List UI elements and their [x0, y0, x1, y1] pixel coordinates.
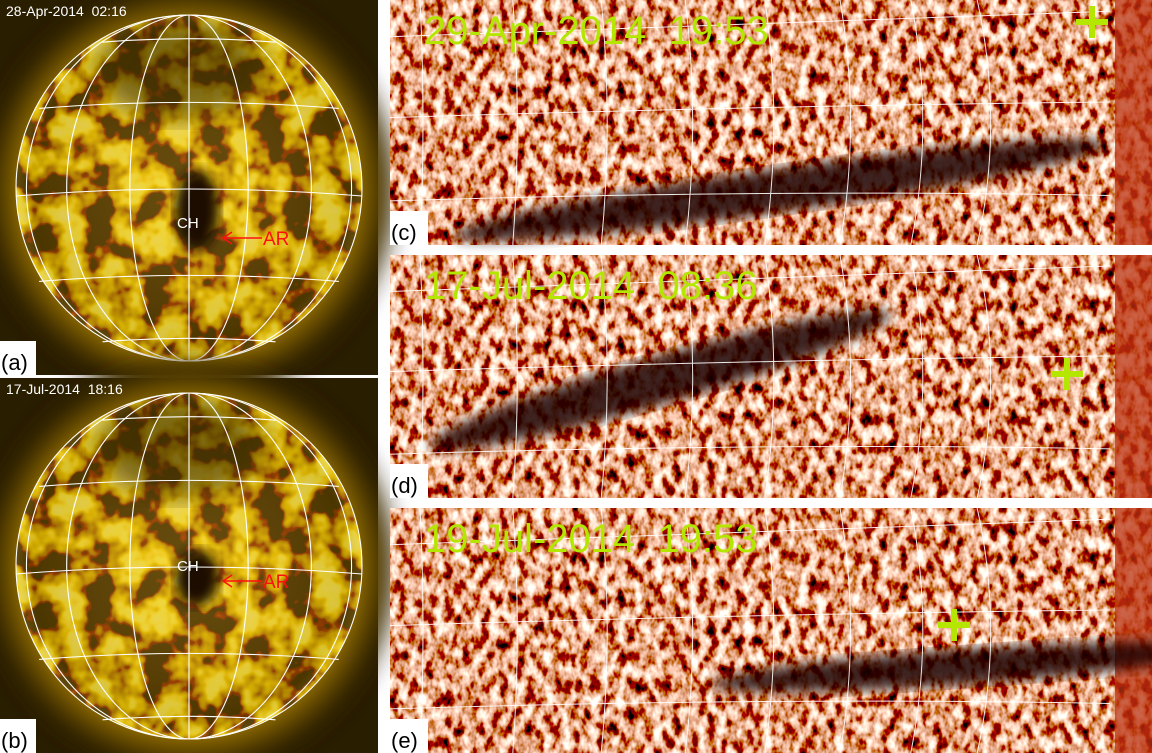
ch-label: CH: [177, 558, 199, 575]
date-label: 28-Apr-2014 02:16: [6, 3, 127, 19]
date-label: 29-Apr-2014 19:53: [424, 9, 769, 53]
ar-label: AR: [263, 229, 289, 250]
dark-region: [100, 20, 260, 120]
sun-panel: 28-Apr-2014 02:16 CH AR (a): [0, 0, 394, 395]
difference-panel: 29-Apr-2014 19:53 (c): [390, 0, 1152, 258]
panel-label: (a): [1, 350, 28, 375]
difference-panel: 19-Jul-2014 19:53 (e): [390, 508, 1152, 753]
date-label: 19-Jul-2014 19:53: [424, 517, 758, 561]
panel-label: (c): [391, 220, 417, 245]
ar-label: AR: [263, 572, 289, 593]
coronal-hole: [175, 170, 219, 250]
ch-label: CH: [177, 215, 199, 232]
limb-band: [1115, 0, 1152, 245]
panel-label: (d): [391, 473, 418, 498]
limb-band: [1115, 255, 1152, 498]
date-label: 17-Jul-2014 08:36: [424, 264, 758, 308]
limb-band: [1115, 508, 1152, 753]
dark-region: [100, 398, 260, 498]
sun-panel: 17-Jul-2014 18:16 CH AR (b): [0, 363, 394, 753]
difference-panel: 17-Jul-2014 08:36 (d): [390, 255, 1152, 498]
panel-label: (e): [391, 728, 418, 753]
figure: 28-Apr-2014 02:16CHAR(a)17-Jul-2014 18:1…: [0, 0, 1152, 753]
date-label: 17-Jul-2014 18:16: [6, 381, 123, 397]
panel-label: (b): [1, 728, 28, 753]
